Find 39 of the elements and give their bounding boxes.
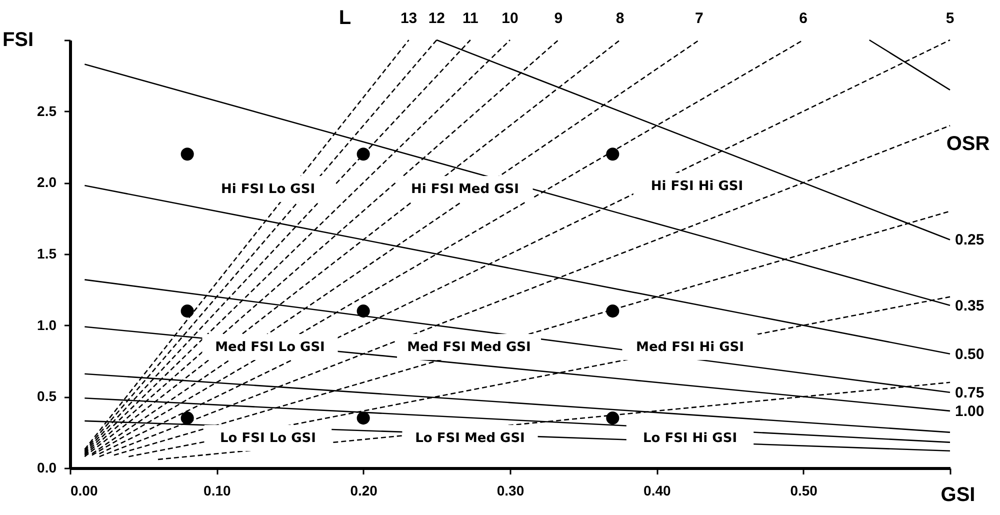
annotation: Hi FSI Hi GSI (650, 179, 744, 194)
series-label: 7 (695, 10, 704, 27)
annotation: Lo FSI Hi GSI (642, 431, 738, 446)
x-tick-label: 0.00 (70, 482, 98, 498)
y-tick-label: 1.0 (37, 316, 57, 333)
annotation: Lo FSI Med GSI (415, 431, 525, 446)
x-tick-label: 0.40 (644, 482, 672, 498)
annotation: Lo FSI Lo GSI (220, 431, 316, 446)
x-tick-label: 0.30 (496, 482, 524, 498)
series-label: 0.75 (955, 384, 984, 402)
annotation: Hi FSI Med GSI (411, 182, 519, 197)
x-tick-label: 0.20 (350, 482, 378, 498)
annotation: Med FSI Hi GSI (636, 340, 744, 355)
x-tick-label: 0.50 (790, 482, 818, 498)
text: L (338, 7, 352, 29)
series-label: 9 (554, 10, 563, 27)
annotation: Med FSI Lo GSI (215, 340, 325, 355)
series-label: 13 (400, 10, 418, 27)
x-tick-label: 0.10 (204, 482, 232, 498)
series-label: 8 (616, 10, 624, 27)
annotation: Hi FSI Lo GSI (220, 182, 316, 197)
series-label: 11 (462, 10, 478, 27)
series-label: 1.00 (955, 402, 984, 420)
annotation: Med FSI Med GSI (407, 340, 531, 355)
series-label: 5 (946, 10, 954, 27)
y-axis-title: FSI (2, 29, 34, 51)
x-axis-title: GSI (940, 484, 976, 506)
y-tick-label: 2.0 (37, 174, 57, 190)
series-label: 10 (502, 10, 518, 27)
annotation: OSR (946, 133, 990, 155)
series-label: 0.35 (955, 297, 984, 314)
y-tick-label: 0.0 (37, 460, 57, 476)
series-label: 12 (428, 10, 446, 27)
series-label: 6 (799, 10, 808, 27)
y-tick-label: 0.5 (37, 388, 57, 404)
series-label: 0.25 (955, 232, 984, 249)
y-tick-label: 1.5 (37, 246, 57, 262)
y-tick-label: 2.5 (37, 102, 57, 119)
series-label: 0.50 (955, 346, 984, 363)
